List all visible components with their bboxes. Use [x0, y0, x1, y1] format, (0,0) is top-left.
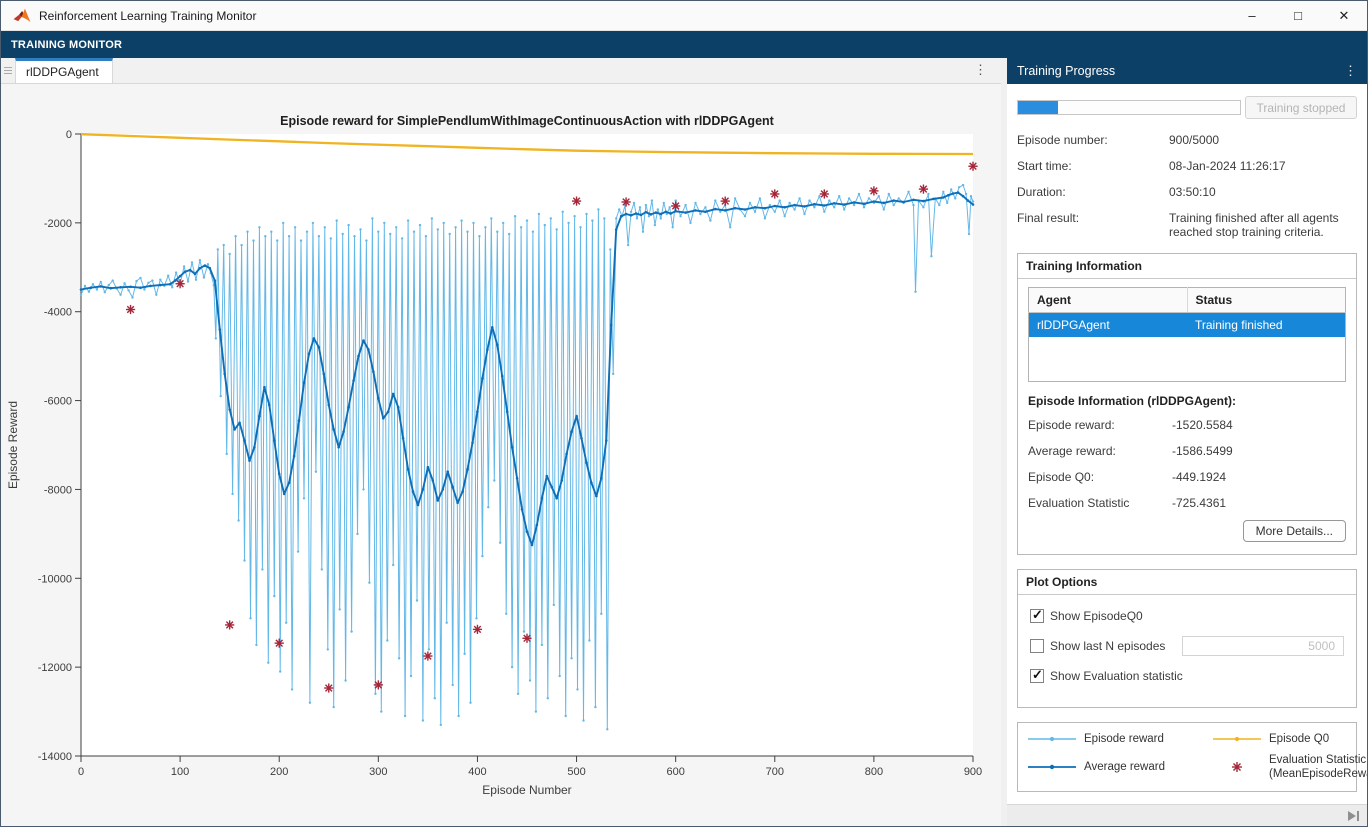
app-window: Reinforcement Learning Training Monitor … — [0, 0, 1368, 827]
episode-number-value: 900/5000 — [1169, 133, 1357, 147]
agents-column-status[interactable]: Status — [1187, 288, 1346, 313]
svg-text:-10000: -10000 — [38, 573, 72, 585]
episode-reward-chart: Episode reward for SimplePendlumWithImag… — [1, 84, 1001, 806]
svg-text:-2000: -2000 — [44, 218, 72, 230]
show-evaluation-label: Show Evaluation statistic — [1050, 669, 1183, 683]
more-details-button[interactable]: More Details... — [1243, 520, 1346, 542]
panel-header: Training Progress ⋮ — [1007, 58, 1367, 84]
chart-legend: Episode reward Episode Q0 Average reward — [1017, 722, 1357, 793]
episode-reward-swatch-icon — [1026, 733, 1078, 745]
panel-status-bar — [1007, 804, 1367, 826]
show-episodeq0-checkbox[interactable] — [1030, 609, 1044, 623]
average-reward-value: -1586.5499 — [1172, 444, 1346, 458]
svg-text:-14000: -14000 — [38, 751, 72, 763]
average-reward-swatch-icon — [1026, 761, 1078, 773]
legend-item-episode-reward: Episode reward — [1026, 733, 1211, 745]
show-evaluation-row: Show Evaluation statistic — [1030, 667, 1344, 685]
svg-text:100: 100 — [171, 766, 189, 778]
svg-text:900: 900 — [964, 766, 982, 778]
start-time-value: 08-Jan-2024 11:26:17 — [1169, 159, 1357, 173]
training-progress-bar — [1017, 100, 1241, 115]
panel-menu-icon[interactable]: ⋮ — [1344, 63, 1357, 79]
evaluation-statistic-value: -725.4361 — [1172, 496, 1346, 510]
agent-row-rlddpgagent[interactable]: rlDDPGAgent Training finished — [1029, 313, 1346, 338]
evaluation-statistic-swatch-icon — [1211, 761, 1263, 773]
document-actions-icon[interactable]: ⋮ — [974, 62, 987, 78]
toolstrip: TRAINING MONITOR — [1, 31, 1367, 58]
svg-text:700: 700 — [766, 766, 784, 778]
show-episodeq0-row: Show EpisodeQ0 — [1030, 607, 1344, 625]
document-area: rlDDPGAgent ⋮ Episode reward for SimpleP… — [1, 58, 1001, 826]
training-stopped-button[interactable]: Training stopped — [1245, 96, 1357, 119]
tab-rlddpgagent[interactable]: rlDDPGAgent — [15, 58, 113, 83]
svg-text:-6000: -6000 — [44, 396, 72, 408]
maximize-button[interactable]: □ — [1275, 1, 1321, 30]
last-n-episodes-input[interactable]: 5000 — [1182, 636, 1344, 656]
svg-text:Episode Reward: Episode Reward — [6, 401, 20, 489]
document-tab-bar: rlDDPGAgent ⋮ — [1, 58, 1001, 84]
average-reward-label: Average reward: — [1028, 444, 1172, 458]
svg-text:Episode Number: Episode Number — [482, 783, 571, 797]
svg-text:400: 400 — [468, 766, 486, 778]
close-button[interactable]: ✕ — [1321, 1, 1367, 30]
legend-item-evaluation-statistic: Evaluation Statistic (MeanEpisodeReward) — [1211, 753, 1367, 782]
legend-item-average-reward: Average reward — [1026, 753, 1211, 782]
plot-options-title: Plot Options — [1018, 570, 1356, 595]
svg-text:500: 500 — [567, 766, 585, 778]
agents-table: Agent Status rlDDPGAgent Training finish… — [1028, 287, 1346, 382]
svg-text:800: 800 — [865, 766, 883, 778]
training-information-group: Training Information Agent Status — [1017, 253, 1357, 555]
title-bar: Reinforcement Learning Training Monitor … — [1, 1, 1367, 31]
svg-text:200: 200 — [270, 766, 288, 778]
show-last-n-checkbox[interactable] — [1030, 639, 1044, 653]
panel-title: Training Progress — [1017, 64, 1115, 78]
svg-text:600: 600 — [666, 766, 684, 778]
episode-q0-label: Episode Q0: — [1028, 470, 1172, 484]
tab-grip-icon[interactable] — [1, 58, 15, 83]
toolstrip-tab-training-monitor[interactable]: TRAINING MONITOR — [11, 39, 122, 51]
svg-text:-12000: -12000 — [38, 662, 72, 674]
agent-status-cell: Training finished — [1187, 313, 1346, 338]
episode-reward-label: Episode reward: — [1028, 418, 1172, 432]
final-result-value: Training finished after all agents reach… — [1169, 211, 1357, 239]
agent-name-cell: rlDDPGAgent — [1029, 313, 1188, 338]
show-episodeq0-label: Show EpisodeQ0 — [1050, 609, 1143, 623]
plot-options-group: Plot Options Show EpisodeQ0 Show last N … — [1017, 569, 1357, 708]
episode-information-title: Episode Information (rlDDPGAgent): — [1028, 394, 1346, 408]
episode-number-label: Episode number: — [1017, 133, 1169, 147]
legend-item-episode-q0: Episode Q0 — [1211, 733, 1367, 745]
svg-text:300: 300 — [369, 766, 387, 778]
progress-fill — [1018, 101, 1058, 114]
duration-value: 03:50:10 — [1169, 185, 1357, 199]
training-information-title: Training Information — [1018, 254, 1356, 279]
tab-label: rlDDPGAgent — [26, 65, 99, 79]
duration-label: Duration: — [1017, 185, 1169, 199]
final-result-label: Final result: — [1017, 211, 1169, 239]
start-time-label: Start time: — [1017, 159, 1169, 173]
svg-text:0: 0 — [78, 766, 84, 778]
show-last-n-label: Show last N episodes — [1050, 639, 1165, 653]
training-progress-panel: Training Progress ⋮ Training stopped Epi… — [1007, 58, 1367, 826]
window-title: Reinforcement Learning Training Monitor — [39, 9, 256, 23]
show-evaluation-checkbox[interactable] — [1030, 669, 1044, 683]
episode-q0-value: -449.1924 — [1172, 470, 1346, 484]
matlab-logo-icon — [13, 7, 31, 25]
svg-text:-4000: -4000 — [44, 307, 72, 319]
agents-column-agent[interactable]: Agent — [1029, 288, 1188, 313]
svg-text:-8000: -8000 — [44, 484, 72, 496]
episode-q0-swatch-icon — [1211, 733, 1263, 745]
minimize-button[interactable]: – — [1229, 1, 1275, 30]
svg-text:Episode reward for SimplePendl: Episode reward for SimplePendlumWithImag… — [280, 114, 775, 128]
svg-text:0: 0 — [66, 129, 72, 141]
evaluation-statistic-label: Evaluation Statistic — [1028, 496, 1172, 510]
episode-reward-value: -1520.5584 — [1172, 418, 1346, 432]
show-last-n-row: Show last N episodes 5000 — [1030, 637, 1344, 655]
step-forward-icon[interactable] — [1348, 811, 1359, 821]
training-plot-figure: Episode reward for SimplePendlumWithImag… — [1, 84, 1001, 826]
